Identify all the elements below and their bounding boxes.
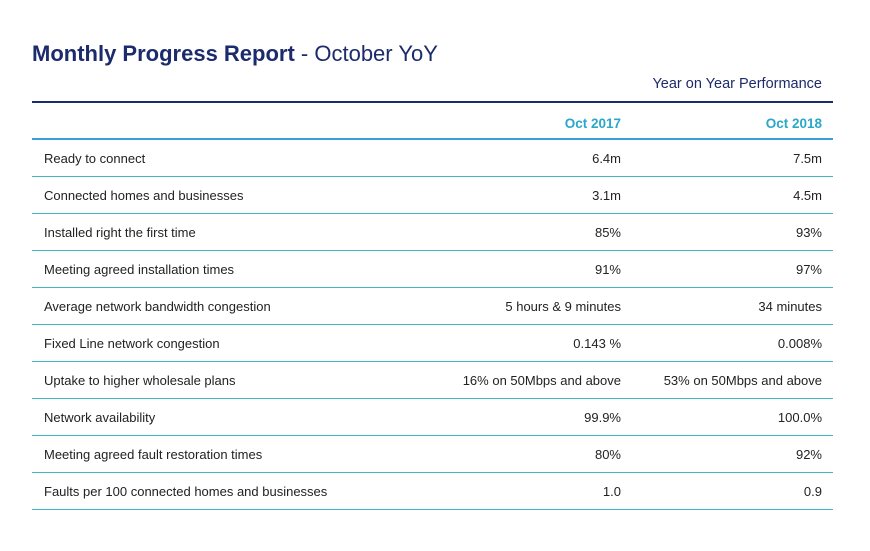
row-label: Ready to connect [44, 151, 146, 166]
column-header-2018: Oct 2018 [765, 116, 822, 131]
value-2017: 0.143 % [573, 336, 621, 351]
value-2017: 85% [594, 225, 621, 240]
table-header: Oct 2017 Oct 2018 [32, 101, 833, 140]
value-2018: 92% [795, 447, 822, 462]
row-label: Fixed Line network congestion [44, 336, 220, 351]
row-label: Connected homes and businesses [44, 188, 244, 203]
row-label: Average network bandwidth congestion [44, 299, 271, 314]
table-row: Faults per 100 connected homes and busin… [32, 473, 833, 510]
value-2018: 34 minutes [758, 299, 822, 314]
performance-table: Oct 2017 Oct 2018 Ready to connect 6.4m 7.… [32, 101, 833, 510]
title-sub: - October YoY [294, 41, 438, 66]
row-label: Meeting agreed fault restoration times [44, 447, 263, 462]
page-title: Monthly Progress Report - October YoY [32, 41, 438, 67]
table-row: Average network bandwidth congestion 5 ho… [32, 288, 833, 325]
value-2018: 0.9 [803, 484, 822, 499]
row-label: Installed right the first time [44, 225, 196, 240]
value-2018: 100.0% [777, 410, 822, 425]
table-row: Installed right the first time 85% 93% [32, 214, 833, 251]
table-row: Fixed Line network congestion 0.143 % 0.00… [32, 325, 833, 362]
value-2018: 0.008% [777, 336, 822, 351]
table-row: Meeting agreed installation times 91% 97% [32, 251, 833, 288]
row-label: Meeting agreed installation times [44, 262, 235, 277]
table-row: Uptake to higher wholesale plans 16% on 5… [32, 362, 833, 399]
column-header-2017: Oct 2017 [564, 116, 621, 131]
table-row: Connected homes and businesses 3.1m 4.5m [32, 177, 833, 214]
section-label: Year on Year Performance [652, 76, 822, 92]
value-2018: 53% on 50Mbps and above [663, 373, 822, 388]
table-row: Ready to connect 6.4m 7.5m [32, 140, 833, 177]
value-2017: 3.1m [592, 188, 621, 203]
value-2017: 6.4m [592, 151, 621, 166]
value-2017: 1.0 [602, 484, 621, 499]
table-row: Meeting agreed fault restoration times 80… [32, 436, 833, 473]
value-2017: 99.9% [584, 410, 621, 425]
value-2018: 4.5m [793, 188, 822, 203]
value-2017: 80% [594, 447, 621, 462]
value-2017: 91% [594, 262, 621, 277]
value-2018: 93% [795, 225, 822, 240]
row-label: Network availability [44, 410, 156, 425]
table-row: Network availability 99.9% 100.0% [32, 399, 833, 436]
value-2018: 97% [795, 262, 822, 277]
value-2017: 5 hours & 9 minutes [505, 299, 621, 314]
title-main: Monthly Progress Report [32, 41, 295, 66]
value-2018: 7.5m [793, 151, 822, 166]
row-label: Faults per 100 connected homes and busin… [44, 484, 328, 499]
row-label: Uptake to higher wholesale plans [44, 373, 236, 388]
value-2017: 16% on 50Mbps and above [462, 373, 621, 388]
